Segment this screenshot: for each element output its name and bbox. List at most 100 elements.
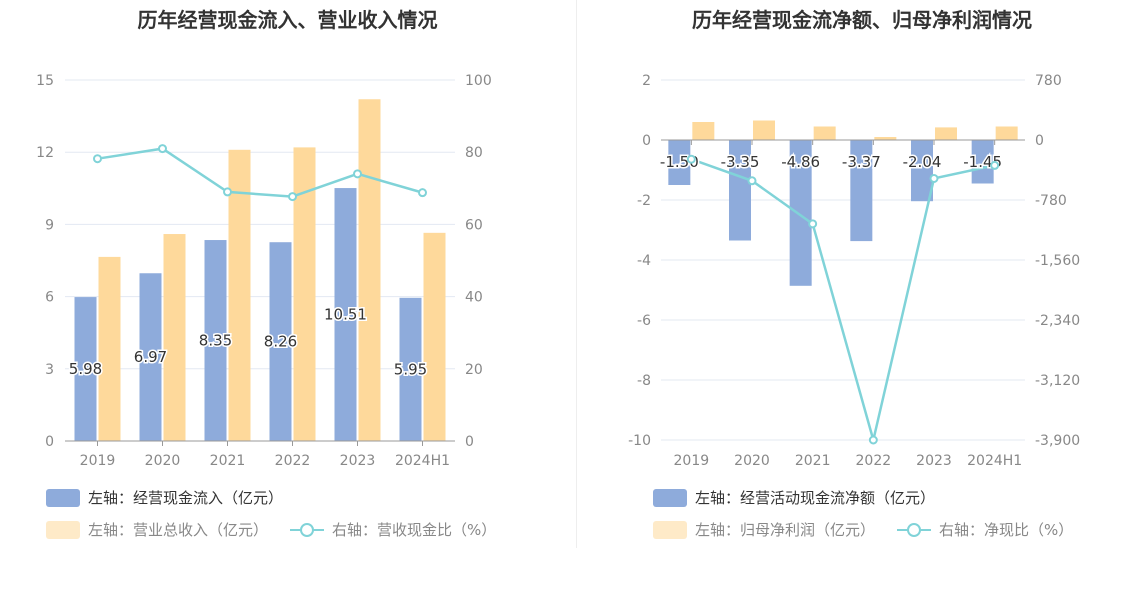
left-y-right-tick: 100 xyxy=(465,73,492,89)
left-bar-secondary xyxy=(163,234,186,441)
left-bar-primary xyxy=(334,188,357,441)
right-ratio-line xyxy=(690,158,995,441)
left-y-left-tick: 9 xyxy=(45,217,54,233)
right-y-right-tick: -1,560 xyxy=(1035,253,1080,269)
right-legend-row-2: 左轴：归母净利润（亿元） 右轴：净现比（%） xyxy=(653,519,1073,540)
left-bar-secondary xyxy=(228,149,251,441)
right-legend-label-netflow: 左轴：经营活动现金流净额（亿元） xyxy=(695,489,936,507)
right-chart-panel: 历年经营现金流净额、归母净利润情况 -10 -8 -6 -4 -2 0 2 -3,900 -3,… xyxy=(577,0,1147,589)
left-bar-primary xyxy=(399,297,422,441)
left-ratio-point xyxy=(93,154,102,164)
right-legend-label-ratio[interactable]: 右轴：净现比（%） xyxy=(939,521,1074,539)
left-data-label: 10.51 xyxy=(324,306,367,324)
left-y-left-tick: 0 xyxy=(45,434,54,450)
right-x-tick-label: 2023 xyxy=(916,453,952,469)
right-legend-label-profit[interactable]: 左轴：归母净利润（亿元） xyxy=(695,521,876,539)
left-y-right-tick: 0 xyxy=(465,434,474,450)
right-bar-primary xyxy=(850,140,873,242)
left-x-tick-label: 2022 xyxy=(275,453,311,469)
left-legend-swatch-revenue xyxy=(46,520,80,539)
right-y-left-tick: -4 xyxy=(637,253,651,269)
left-bar-primary xyxy=(139,273,162,441)
left-bar-primary xyxy=(269,242,292,441)
left-y-right-tick: 60 xyxy=(465,217,483,233)
left-ratio-point xyxy=(353,169,362,179)
right-legend-line-icon xyxy=(897,521,932,539)
left-chart-plot: 0 3 6 9 12 15 0 20 40 60 80 100 2019 2020 2021 2022 2023… xyxy=(36,73,492,469)
right-bar-secondary xyxy=(874,137,897,140)
left-y-left-tick: 15 xyxy=(36,73,54,89)
right-y-right-tick: -780 xyxy=(1035,193,1067,209)
left-bar-secondary xyxy=(293,147,316,442)
right-x-tick-label: 2020 xyxy=(734,453,770,469)
left-data-label: 8.26 xyxy=(264,333,297,351)
right-x-tick-label: 2024H1 xyxy=(967,453,1022,469)
left-ratio-line xyxy=(97,147,423,198)
left-x-tick-label: 2023 xyxy=(340,453,376,469)
right-ratio-point xyxy=(808,219,818,229)
left-x-tick-label: 2020 xyxy=(145,453,181,469)
left-y-left-tick: 12 xyxy=(36,145,54,161)
right-chart-title: 历年经营现金流净额、归母净利润情况 xyxy=(692,8,1032,32)
right-y-left-tick: -6 xyxy=(637,313,651,329)
right-bar-secondary xyxy=(692,122,715,140)
left-ratio-point xyxy=(288,192,297,202)
right-ratio-point xyxy=(686,154,696,164)
right-y-left-tick: -2 xyxy=(637,193,651,209)
right-legend-swatch-netflow xyxy=(653,488,687,507)
right-y-left-tick: 2 xyxy=(642,73,651,89)
right-y-left-tick: -10 xyxy=(628,433,651,449)
right-bar-primary xyxy=(789,140,812,286)
left-chart-title: 历年经营现金流入、营业收入情况 xyxy=(137,8,438,32)
right-y-right-tick: -2,340 xyxy=(1035,313,1080,329)
left-y-right-tick: 80 xyxy=(465,145,483,161)
right-bar-primary xyxy=(668,140,691,185)
left-bar-secondary xyxy=(423,232,446,441)
left-y-left-tick: 3 xyxy=(45,362,54,378)
right-y-left-tick: 0 xyxy=(642,133,651,149)
right-y-right-tick: -3,900 xyxy=(1035,433,1080,449)
left-legend-label-ratio[interactable]: 右轴：营收现金比（%） xyxy=(332,521,497,539)
right-ratio-point xyxy=(747,176,757,186)
left-legend-item-inflow[interactable]: 左轴：经营现金流入（亿元） xyxy=(46,487,283,508)
right-data-label: -3.35 xyxy=(721,153,760,171)
right-data-label: -4.86 xyxy=(781,153,820,171)
right-ratio-point xyxy=(868,435,878,445)
right-chart-plot: -10 -8 -6 -4 -2 0 2 -3,900 -3,120 -2,340 -1,560 -78… xyxy=(628,73,1080,469)
right-bar-secondary xyxy=(995,126,1018,140)
right-x-tick-label: 2021 xyxy=(795,453,831,469)
left-x-tick-label: 2021 xyxy=(210,453,246,469)
left-bar-primary xyxy=(204,240,227,441)
right-x-tick-label: 2022 xyxy=(856,453,892,469)
left-ratio-point xyxy=(223,187,232,197)
left-data-label: 8.35 xyxy=(199,332,232,350)
left-legend-label-inflow: 左轴：经营现金流入（亿元） xyxy=(88,489,284,507)
left-x-tick-label: 2019 xyxy=(80,453,116,469)
panel-divider xyxy=(576,0,577,548)
right-bar-secondary xyxy=(813,126,836,140)
left-bar-primary xyxy=(74,297,97,441)
right-bar-primary xyxy=(911,140,933,202)
left-ratio-point xyxy=(418,188,427,198)
left-bar-secondary xyxy=(358,99,381,442)
right-ratio-point xyxy=(929,173,939,183)
left-legend-label-revenue[interactable]: 左轴：营业总收入（亿元） xyxy=(88,521,269,539)
left-x-tick-label: 2024H1 xyxy=(395,453,450,469)
left-y-right-tick: 40 xyxy=(465,290,483,306)
right-y-right-tick: -3,120 xyxy=(1035,373,1080,389)
left-legend-row-2: 左轴：营业总收入（亿元） 右轴：营收现金比（%） xyxy=(46,519,496,540)
right-bar-primary xyxy=(971,140,994,184)
right-y-left-tick: -8 xyxy=(637,373,651,389)
right-data-label: -3.37 xyxy=(842,153,881,171)
left-legend-swatch-inflow xyxy=(46,488,80,507)
left-y-right-tick: 20 xyxy=(465,362,483,378)
left-ratio-point xyxy=(158,144,167,154)
right-legend-swatch-profit xyxy=(653,520,687,539)
right-bar-secondary xyxy=(935,127,957,140)
right-y-right-tick: 780 xyxy=(1035,73,1062,89)
left-legend-line-icon xyxy=(290,521,325,539)
left-bar-secondary xyxy=(98,256,121,441)
left-y-left-tick: 6 xyxy=(45,290,54,306)
right-x-tick-label: 2019 xyxy=(674,453,710,469)
right-legend-item-netflow[interactable]: 左轴：经营活动现金流净额（亿元） xyxy=(653,487,935,508)
